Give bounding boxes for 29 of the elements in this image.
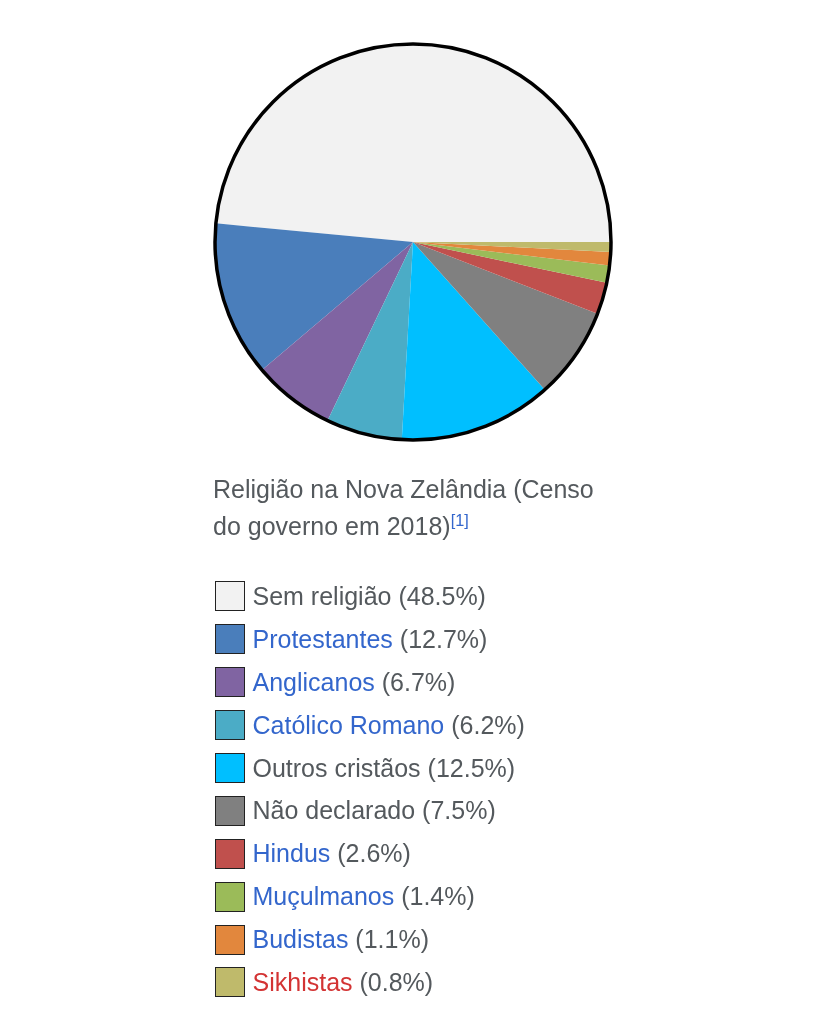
legend-label: Protestantes	[252, 624, 393, 653]
data-label: (6.7%)	[380, 667, 456, 696]
data-label: (1.4%)	[400, 882, 475, 911]
legend-label: Sikhistas	[252, 967, 353, 996]
data-label: (0.8%)	[358, 967, 434, 996]
legend-label: Não declarado	[252, 796, 416, 825]
legend-label: Budistas	[252, 925, 349, 954]
legend-label: Hindus	[252, 839, 331, 868]
pie-slice	[262, 242, 413, 421]
pie-slice	[215, 44, 611, 242]
legend-label: Outros cristãos	[252, 753, 421, 782]
data-label: (1.1%)	[354, 925, 429, 954]
data-label: (6.2%)	[450, 710, 525, 739]
legend-label: Católico Romano	[252, 710, 445, 739]
pie-slice	[413, 242, 610, 283]
pie-slice	[401, 242, 545, 440]
pie-slice	[413, 242, 607, 314]
data-label: (12.5%)	[426, 753, 516, 782]
data-label: (48.5%)	[397, 581, 486, 610]
pie-slice	[215, 223, 413, 371]
data-label: (2.6%)	[336, 839, 411, 868]
legend-label: Sem religião	[252, 581, 392, 610]
pie-slice	[327, 242, 413, 440]
data-label: (7.5%)	[421, 796, 496, 825]
text: Religião na Nova Zelândia (Censo do governo em 2018)$^{[1]}$	[213, 474, 595, 542]
pie-slice	[413, 242, 598, 390]
legend-label: Muçulmanos	[252, 882, 395, 911]
legend-label: Anglicanos	[252, 667, 375, 696]
data-label: (12.7%)	[398, 624, 488, 653]
